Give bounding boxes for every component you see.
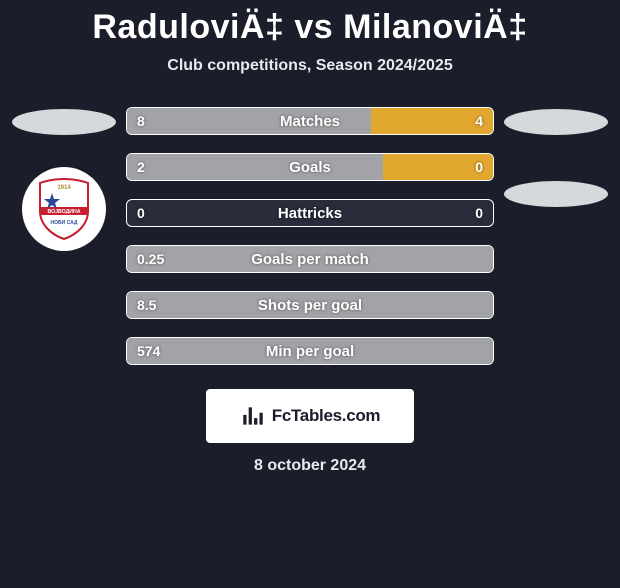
left-value: 8.5 bbox=[137, 297, 156, 313]
svg-text:ВОЈВОДИНА: ВОЈВОДИНА bbox=[47, 209, 80, 215]
stat-label: Hattricks bbox=[278, 205, 342, 222]
stat-label: Matches bbox=[280, 113, 340, 130]
left-value: 2 bbox=[137, 159, 145, 175]
left-player-name-pill bbox=[12, 109, 116, 135]
left-value: 8 bbox=[137, 113, 145, 129]
svg-text:НОВИ САД: НОВИ САД bbox=[51, 220, 78, 226]
stat-label: Shots per goal bbox=[258, 297, 362, 314]
left-team-badge: 1914 ВОЈВОДИНА НОВИ САД bbox=[22, 167, 106, 251]
right-team-badge-pill bbox=[504, 181, 608, 207]
page-title: RaduloviÄ‡ vs MilanoviÄ‡ bbox=[0, 8, 620, 47]
right-player-column bbox=[500, 107, 612, 365]
stat-label: Min per goal bbox=[266, 343, 354, 360]
right-value: 0 bbox=[475, 159, 483, 175]
left-player-column: 1914 ВОЈВОДИНА НОВИ САД bbox=[8, 107, 120, 365]
stat-bars: 8 Matches 4 2 Goals 0 0 Hattricks 0 0.25 Goals per… bbox=[120, 107, 500, 365]
left-value: 0.25 bbox=[137, 251, 164, 267]
comparison-panel: 1914 ВОЈВОДИНА НОВИ САД 8 Matches 4 2 Goals 0… bbox=[0, 107, 620, 365]
left-value: 0 bbox=[137, 205, 145, 221]
brand-logo[interactable]: FcTables.com bbox=[206, 389, 414, 443]
right-value: 4 bbox=[475, 113, 483, 129]
page-subtitle: Club competitions, Season 2024/2025 bbox=[0, 57, 620, 75]
left-value: 574 bbox=[137, 343, 160, 359]
right-value: 0 bbox=[475, 205, 483, 221]
footer-date: 8 october 2024 bbox=[0, 457, 620, 475]
right-player-name-pill bbox=[504, 109, 608, 135]
chart-icon bbox=[240, 403, 266, 429]
left-fill bbox=[127, 154, 383, 180]
stat-row: 0.25 Goals per match bbox=[126, 245, 494, 273]
brand-text: FcTables.com bbox=[272, 406, 381, 426]
stat-row: 8 Matches 4 bbox=[126, 107, 494, 135]
vojvodina-shield-icon: 1914 ВОЈВОДИНА НОВИ САД bbox=[32, 177, 96, 241]
stat-row: 574 Min per goal bbox=[126, 337, 494, 365]
stat-label: Goals bbox=[289, 159, 331, 176]
stat-row: 0 Hattricks 0 bbox=[126, 199, 494, 227]
stat-label: Goals per match bbox=[251, 251, 369, 268]
stat-row: 8.5 Shots per goal bbox=[126, 291, 494, 319]
stat-row: 2 Goals 0 bbox=[126, 153, 494, 181]
svg-text:1914: 1914 bbox=[57, 185, 71, 191]
